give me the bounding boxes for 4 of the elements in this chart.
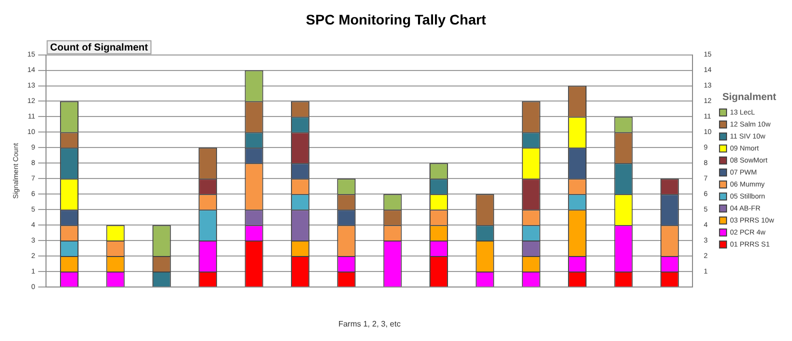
text: Count of Signalment — [50, 42, 149, 54]
chart-title: SPC Monitoring Tally Chart — [306, 11, 486, 28]
x-axis-title: Farms 1, 2, 3, etc — [338, 319, 401, 328]
legend-title: Signalment — [722, 92, 777, 103]
